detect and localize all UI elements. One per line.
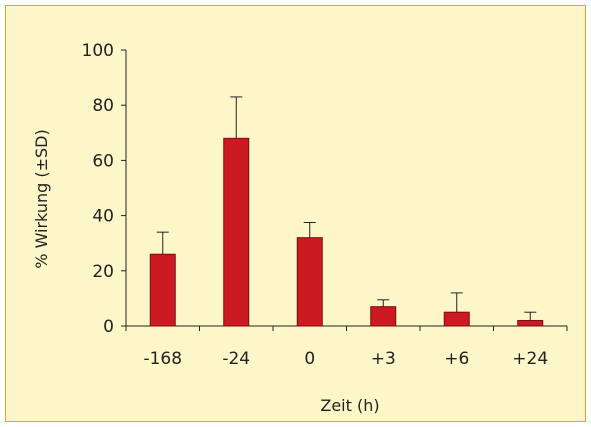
y-tick-label: 20 bbox=[92, 262, 114, 282]
x-tick-label: 0 bbox=[304, 349, 315, 369]
x-tick-label: +24 bbox=[512, 349, 548, 369]
bar bbox=[517, 319, 544, 327]
bars bbox=[149, 137, 544, 327]
error-bars bbox=[156, 96, 537, 321]
y-tick-label: 80 bbox=[92, 96, 114, 116]
y-tick-label: 60 bbox=[92, 151, 114, 171]
bar bbox=[223, 137, 250, 327]
x-axis-title: Zeit (h) bbox=[320, 396, 379, 415]
x-tick-label: +6 bbox=[444, 349, 469, 369]
x-tick-label: -24 bbox=[222, 349, 250, 369]
y-axis: 0 20 40 60 80 100 bbox=[82, 41, 127, 337]
y-tick-label: 40 bbox=[92, 207, 114, 227]
bar bbox=[370, 306, 397, 327]
y-axis-title: % Wirkung (±SD) bbox=[32, 129, 51, 268]
y-tick-label: 0 bbox=[103, 317, 114, 337]
bar bbox=[443, 311, 470, 327]
x-axis: -168 -24 0 +3 +6 +24 bbox=[125, 325, 568, 369]
y-tick-label: 100 bbox=[82, 41, 114, 61]
bar bbox=[149, 253, 176, 327]
chart-panel: 0 20 40 60 80 100 -168 -24 0 +3 +6 +24 % Wirkung (… bbox=[5, 5, 586, 422]
x-tick-label: +3 bbox=[371, 349, 396, 369]
bar bbox=[296, 237, 323, 327]
bar-chart: 0 20 40 60 80 100 -168 -24 0 +3 +6 +24 % Wirkung (… bbox=[32, 41, 568, 415]
x-tick-label: -168 bbox=[143, 349, 182, 369]
